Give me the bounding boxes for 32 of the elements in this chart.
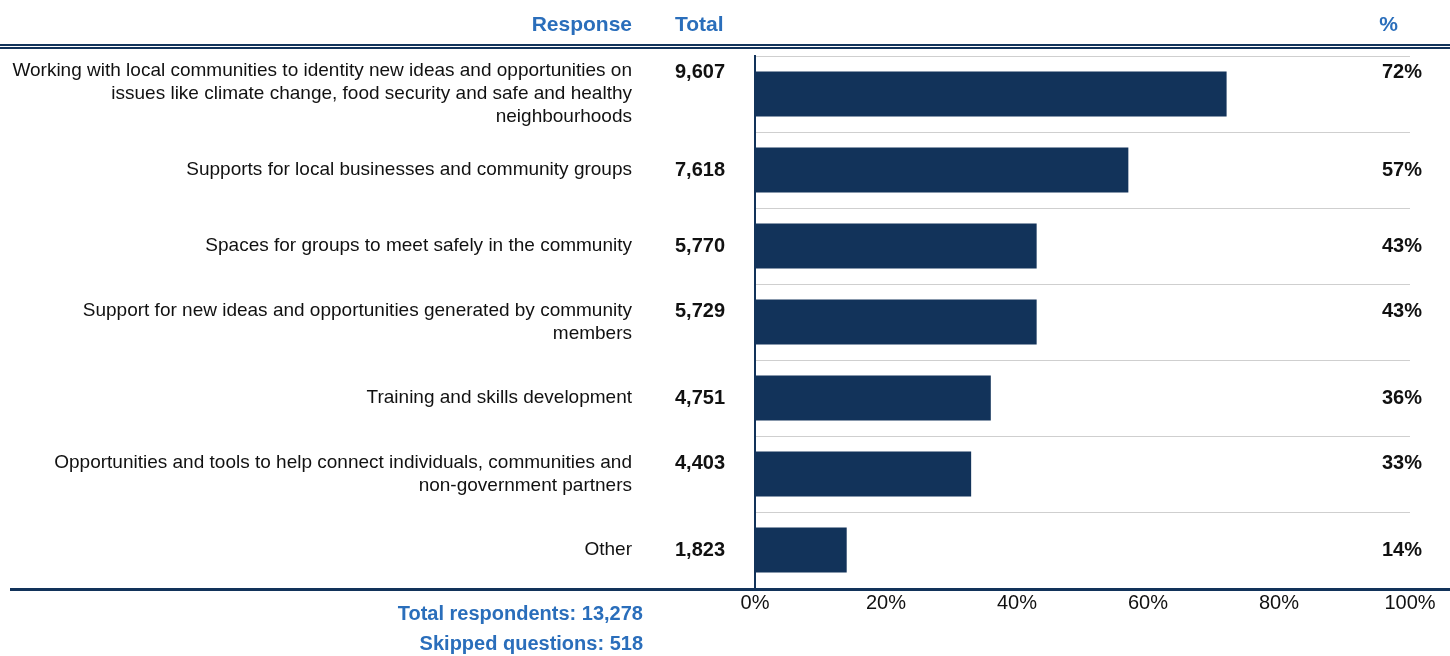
text: Skipped questions: 518	[419, 631, 643, 654]
data-label: 57%	[1381, 157, 1423, 180]
y-tick-label: Opportunities and tools to help connect individuals, communities and non-government partners	[54, 450, 632, 495]
data-label: 33%	[1381, 450, 1423, 473]
text: 7,618	[675, 157, 726, 180]
text: 9,607	[675, 59, 726, 82]
x-tick-label: 80%	[1258, 590, 1300, 613]
y-tick-label: Spaces for groups to meet safely in the community	[205, 234, 633, 256]
text: 5,729	[675, 298, 726, 321]
y-tick-label: Support for new ideas and opportunities generated by community members	[82, 298, 633, 343]
text: %	[1379, 12, 1398, 36]
data-label: 43%	[1381, 298, 1423, 321]
y-tick-label: Supports for local businesses and community groups	[186, 158, 632, 180]
text: 4,403	[675, 450, 726, 473]
x-tick-label: 60%	[1127, 590, 1169, 613]
y-tick-label: Working with local communities to identity new ideas and opportunities on issues like climate change, food security and safe and healthy neighbourhoods	[12, 59, 633, 127]
text: 5,770	[675, 233, 726, 256]
y-tick-label: Other	[584, 538, 633, 560]
data-label: 43%	[1381, 233, 1423, 256]
text: Total respondents: 13,278	[397, 601, 643, 624]
data-label: 14%	[1381, 537, 1423, 560]
x-tick-label: 100%	[1384, 590, 1436, 613]
x-tick-label: 20%	[865, 590, 907, 613]
text: 4,751	[675, 385, 726, 408]
data-label: 72%	[1381, 59, 1423, 82]
x-tick-label: 40%	[996, 590, 1038, 613]
x-tick-label: 0%	[740, 590, 770, 613]
text: Total	[675, 12, 724, 36]
text: 1,823	[675, 537, 726, 560]
text: Response	[531, 12, 632, 36]
y-tick-label: Training and skills development	[366, 386, 633, 408]
data-label: 36%	[1381, 385, 1423, 408]
